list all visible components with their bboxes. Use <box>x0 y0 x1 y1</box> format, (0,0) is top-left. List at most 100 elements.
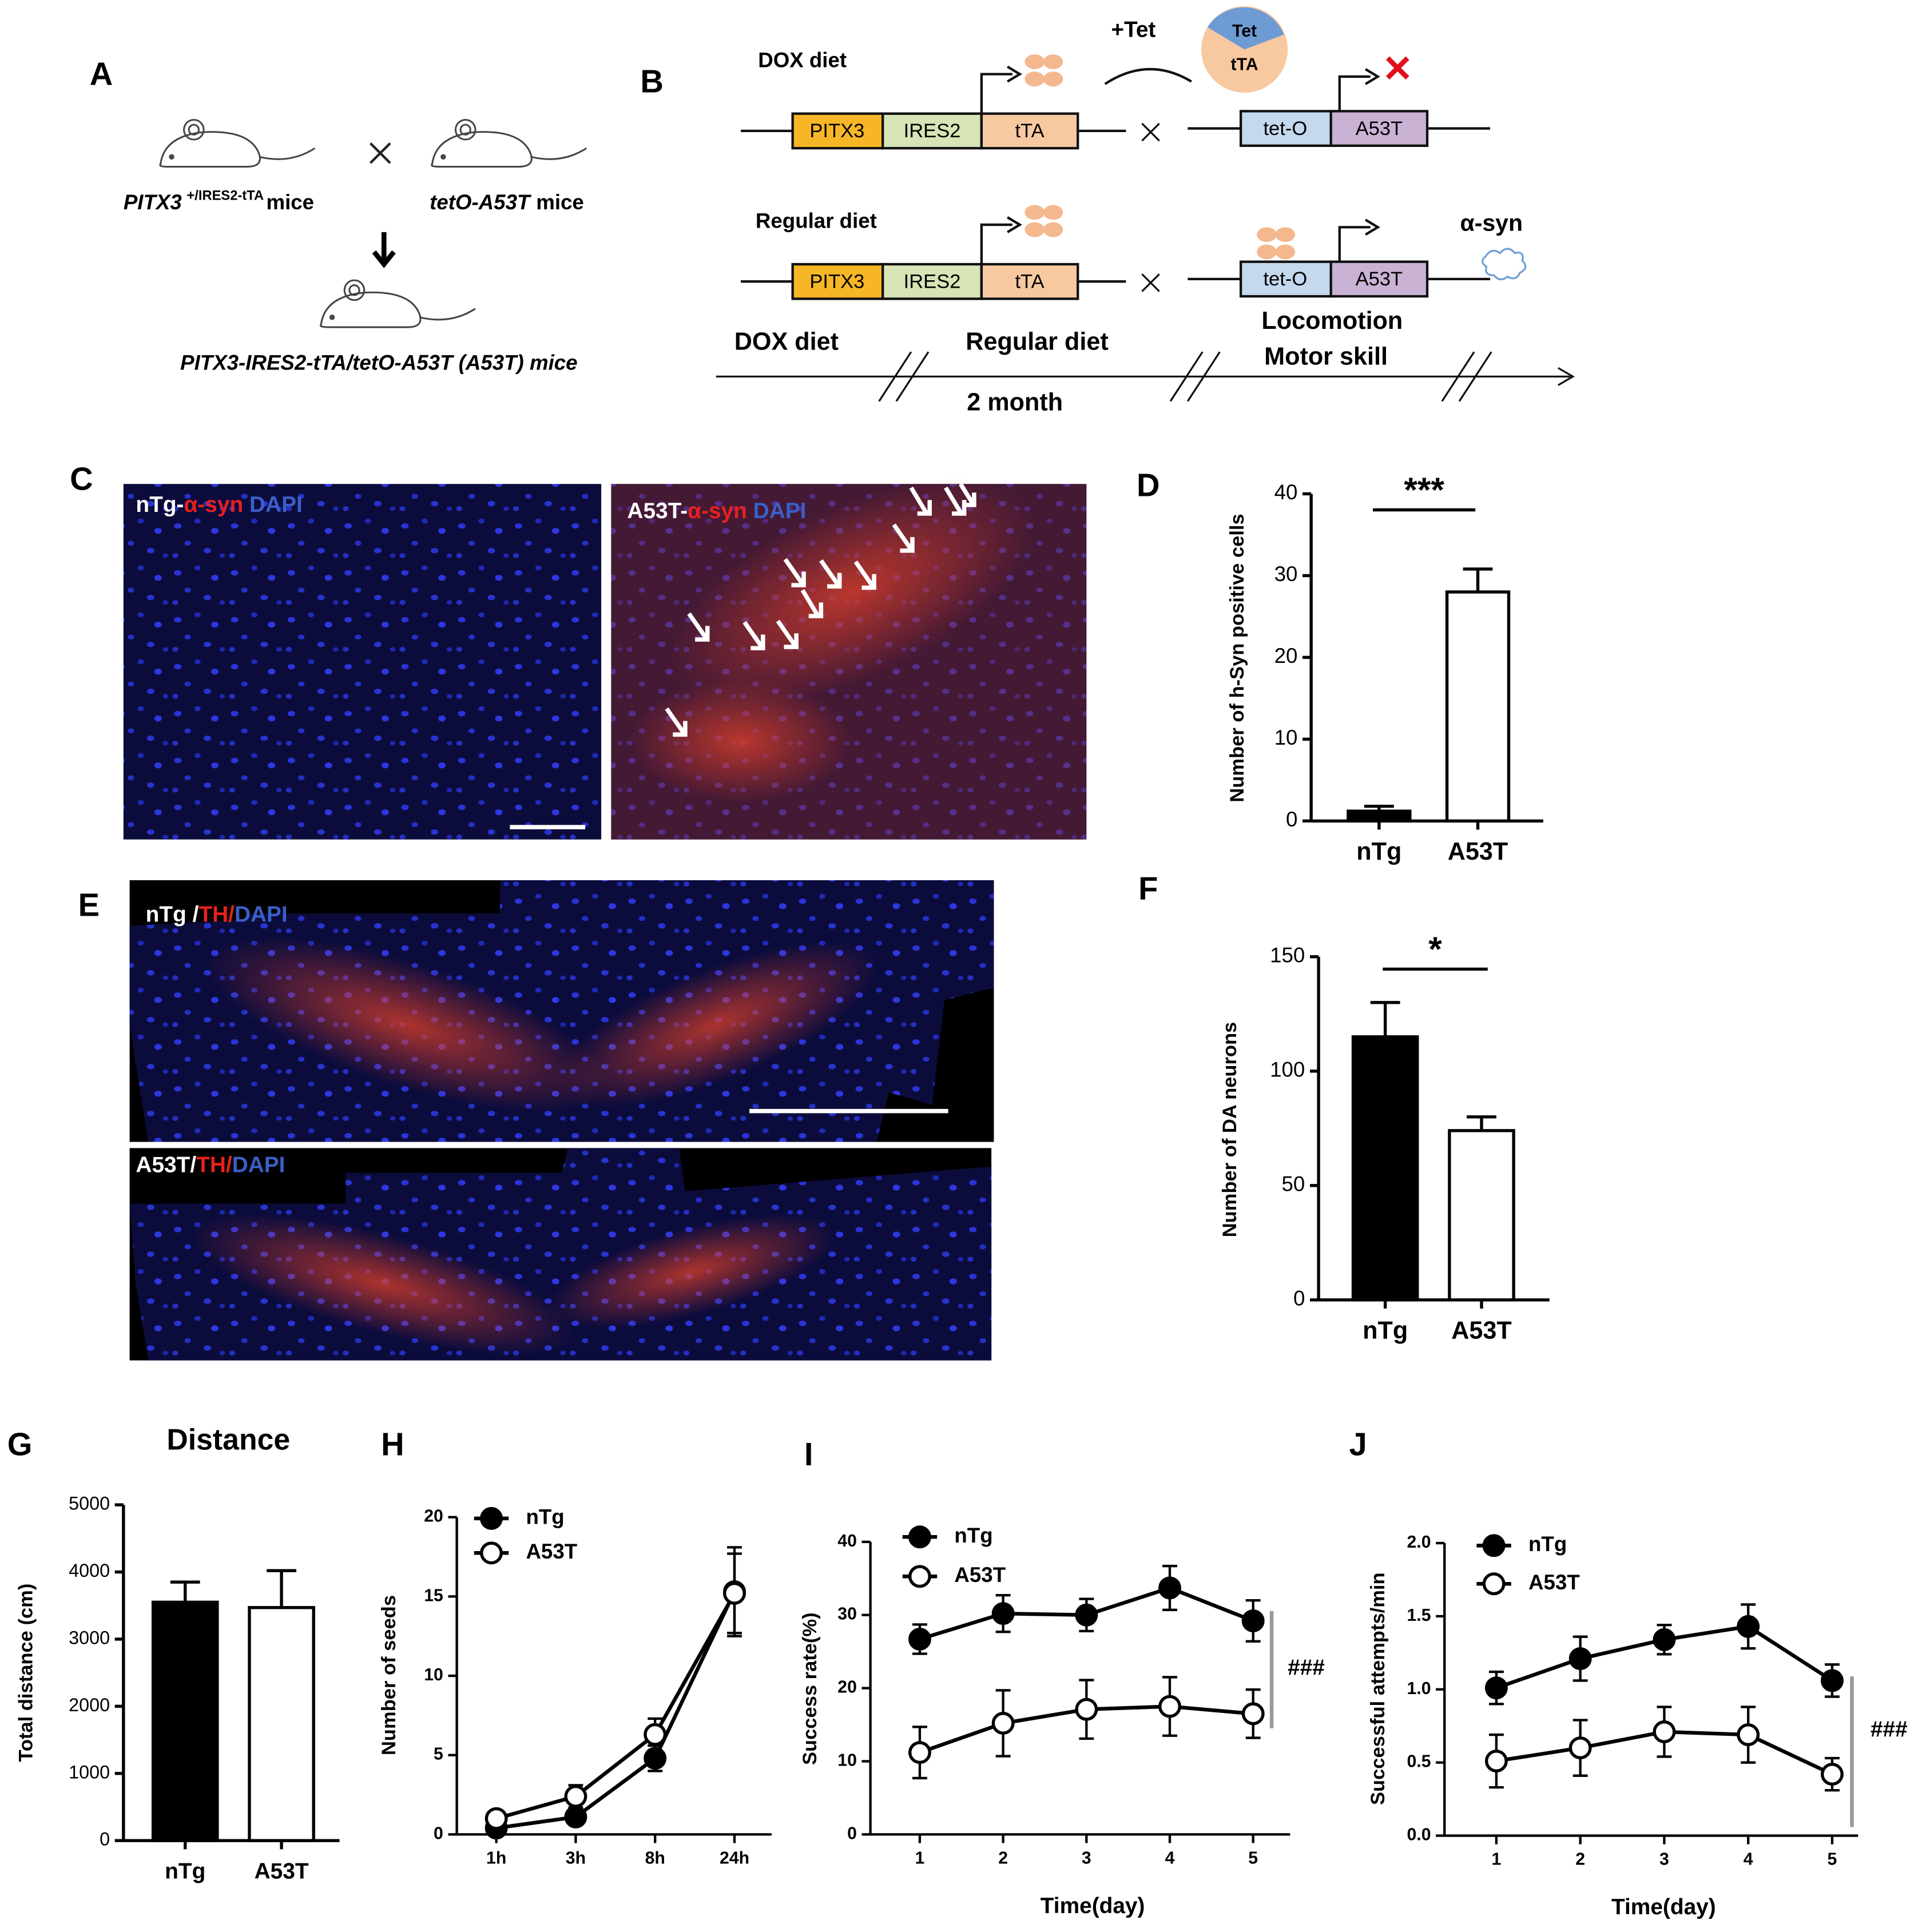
gene-box-label: tTA <box>1015 120 1044 142</box>
micrograph-label: A53T-α-syn DAPI <box>627 499 806 523</box>
marker <box>991 1712 1015 1735</box>
x-tick-label: A53T <box>1451 1317 1512 1344</box>
x-tick-label: 5 <box>1248 1849 1258 1868</box>
y-tick-label: 1.0 <box>1407 1679 1431 1698</box>
label-part: TH/ <box>198 903 235 927</box>
marker <box>1484 1676 1508 1700</box>
gene-box-label: tet-O <box>1263 268 1307 290</box>
x-tick-label: nTg <box>165 1859 205 1884</box>
label-part: A53T- <box>627 499 688 523</box>
bar <box>1448 1129 1515 1302</box>
pie-label: tTA <box>1231 55 1258 74</box>
panel-label: A <box>90 56 113 92</box>
y-tick-label: 0 <box>100 1829 110 1850</box>
y-axis-label: Number of seeds <box>378 1595 400 1755</box>
y-tick-label: 40 <box>1274 480 1298 504</box>
y-tick-label: 1000 <box>69 1762 110 1782</box>
marker <box>644 1723 667 1746</box>
x-tick-label: A53T <box>255 1859 309 1884</box>
y-axis-label: Number of DA neurons <box>1219 1022 1241 1237</box>
panel-label: C <box>70 461 93 497</box>
label-part: DAPI <box>249 492 303 517</box>
marker <box>1241 1609 1265 1632</box>
y-axis-label: Total distance (cm) <box>15 1584 37 1762</box>
y-tick-label: 40 <box>837 1532 857 1551</box>
marker <box>1241 1702 1265 1726</box>
product: α-syn <box>1460 210 1523 236</box>
pie-label: Tet <box>1232 22 1257 41</box>
legend-marker <box>480 1506 503 1530</box>
label-part: A53T/ <box>136 1153 196 1178</box>
x-tick-label: 5 <box>1828 1850 1837 1869</box>
x-tick-label: A53T <box>1448 838 1508 865</box>
construct-diagram <box>716 56 1575 402</box>
y-tick-label: 0.0 <box>1407 1826 1431 1844</box>
panel-label: D <box>1137 467 1160 503</box>
condition: Regular diet <box>756 209 877 232</box>
y-tick-label: 30 <box>1274 562 1298 586</box>
x-tick-label: 24h <box>720 1849 749 1868</box>
panel-label: G <box>7 1426 33 1462</box>
legend-marker <box>908 1565 931 1588</box>
series-line <box>495 1592 736 1820</box>
legend-marker <box>1482 1572 1506 1596</box>
y-tick-label: 20 <box>424 1507 443 1526</box>
timeline-test: Motor skill <box>1264 343 1388 370</box>
x-tick-label: 1 <box>1491 1850 1501 1869</box>
label-part: DAPI <box>235 903 288 927</box>
legend-label: nTg <box>954 1524 992 1547</box>
panel-label: J <box>1349 1426 1367 1462</box>
duration: 2 month <box>967 388 1063 416</box>
pie-icon <box>1201 6 1288 93</box>
marker <box>1653 1720 1676 1743</box>
superscript: +/IRES2-tTA <box>186 189 264 204</box>
marker <box>564 1805 587 1828</box>
y-tick-label: 10 <box>837 1751 857 1770</box>
annotation: ### <box>1288 1655 1325 1680</box>
panel-label: I <box>804 1436 813 1472</box>
suffix: mice <box>536 190 584 214</box>
marker <box>485 1807 508 1830</box>
y-tick-label: 100 <box>1270 1058 1305 1082</box>
marker <box>908 1741 931 1764</box>
gene-box-label: IRES2 <box>904 120 961 142</box>
x-tick-label: 4 <box>1744 1850 1753 1869</box>
series-line <box>496 1591 736 1830</box>
y-tick-label: 30 <box>837 1605 857 1624</box>
y-tick-label: 50 <box>1282 1172 1305 1196</box>
x-tick-label: 1h <box>486 1849 506 1868</box>
gene-box-label: PITX3 <box>809 271 864 292</box>
x-tick-label: 2 <box>998 1849 1008 1868</box>
gene: PITX3 <box>124 190 182 214</box>
marker <box>1737 1615 1760 1638</box>
marker <box>1158 1576 1181 1600</box>
y-tick-label: 5 <box>434 1745 443 1764</box>
suffix: mice <box>266 190 314 214</box>
x-tick-label: nTg <box>1356 838 1401 865</box>
panel-label: F <box>1138 870 1158 907</box>
legend-label: A53T <box>526 1540 577 1563</box>
y-tick-label: 2000 <box>69 1695 110 1715</box>
bar <box>151 1600 219 1842</box>
marker <box>991 1602 1015 1625</box>
marker <box>723 1581 746 1605</box>
y-tick-label: 4000 <box>69 1560 110 1581</box>
x-axis-label: Time(day) <box>1611 1895 1716 1919</box>
significance-label: * <box>1428 929 1442 968</box>
y-tick-label: 10 <box>424 1665 443 1684</box>
label-part: TH/ <box>196 1153 232 1178</box>
legend-marker <box>1482 1534 1506 1557</box>
x-tick-label: 3 <box>1659 1850 1669 1869</box>
bar <box>248 1606 315 1842</box>
marker <box>1653 1628 1676 1651</box>
y-axis-label: Success rate(%) <box>799 1612 821 1765</box>
legend-label: A53T <box>1528 1571 1580 1594</box>
y-tick-label: 5000 <box>69 1493 110 1514</box>
y-tick-label: 3000 <box>69 1627 110 1648</box>
marker <box>1821 1669 1844 1692</box>
panel-label: E <box>78 887 100 923</box>
y-tick-label: 0 <box>1286 808 1297 831</box>
y-axis-label: Number of h-Syn positive cells <box>1226 514 1248 802</box>
gene-box-label: A53T <box>1356 268 1403 290</box>
y-tick-label: 150 <box>1270 943 1305 967</box>
